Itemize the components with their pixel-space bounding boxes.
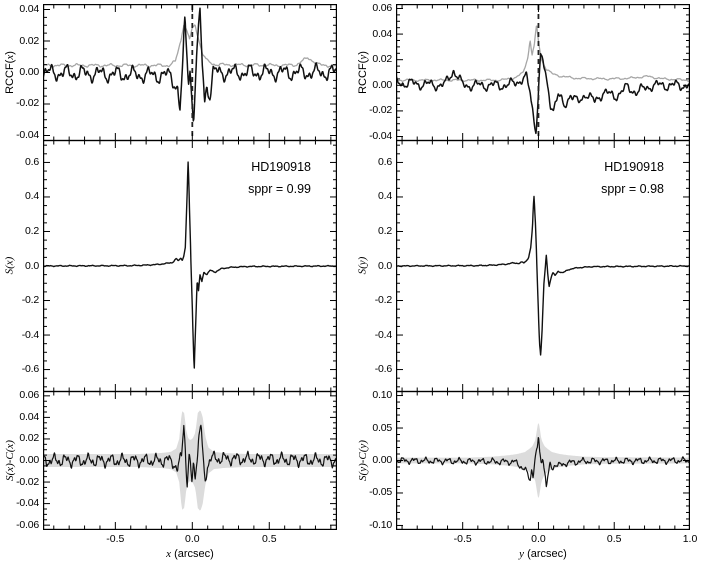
y-tick-label: -0.02 — [369, 104, 392, 117]
x-tick-label: -0.5 — [106, 533, 125, 545]
y-tick-label: 0.02 — [372, 53, 392, 66]
curve-shift-and-subtract — [396, 195, 690, 356]
y-tick-label: 0.02 — [19, 34, 39, 47]
y-axis-title-rccf-x: RCCF(x) — [3, 50, 16, 94]
y-tick-label: 0.6 — [378, 155, 392, 168]
x-tick-label: -0.5 — [453, 533, 472, 545]
y-tick-label: 0.06 — [19, 389, 39, 402]
sppr-value-label: sppr = 0.98 — [601, 182, 664, 196]
curve-reference-ccf — [43, 24, 337, 68]
curve-target-ccf — [43, 7, 337, 122]
y-tick-label: -0.06 — [16, 518, 39, 531]
star-name-label: HD190918 — [604, 160, 664, 174]
y-tick-label: 0.4 — [25, 190, 39, 203]
x-axis-title: x (arcsec) — [166, 548, 214, 560]
x-tick-label: 0.5 — [261, 533, 277, 545]
x-tick-label: 0.0 — [531, 533, 546, 545]
panel-frame — [43, 391, 337, 530]
y-tick-label: 0.10 — [372, 389, 392, 402]
y-tick-label: 0.04 — [372, 27, 392, 40]
y-axis-title-s-x: S(x) — [3, 256, 16, 275]
y-tick-label: 0.00 — [19, 454, 39, 466]
x-tick-label: 0.5 — [606, 533, 622, 545]
y-tick-label: -0.2 — [21, 294, 39, 307]
y-tick-label: 0.00 — [19, 66, 39, 78]
y-axis-title-s-y: S(y) — [356, 256, 369, 275]
curve-shift-and-subtract — [43, 161, 337, 369]
y-tick-label: -0.6 — [21, 363, 39, 376]
y-tick-label: -0.05 — [369, 486, 392, 499]
y-tick-label: -0.2 — [374, 294, 392, 307]
panel-s-y — [396, 140, 690, 392]
y-axis-title-sy-minus-cy: S(y)-C(y) — [356, 439, 369, 481]
y-tick-label: 0.2 — [25, 224, 39, 237]
curve-reference-ccf — [396, 25, 690, 83]
star-name-label: HD190918 — [251, 160, 311, 174]
y-tick-label: 0.02 — [19, 432, 39, 445]
y-tick-label: -0.02 — [16, 97, 39, 110]
y-axis-title-rccf-y: RCCF(y) — [356, 50, 369, 94]
panel-frame — [396, 391, 690, 530]
y-tick-label: -0.10 — [369, 518, 392, 531]
x-tick-label: 1.0 — [682, 533, 698, 545]
y-tick-label: 0.04 — [19, 3, 39, 15]
panel-sx-minus-cx — [43, 391, 337, 530]
y-tick-label: -0.04 — [16, 128, 39, 141]
x-tick-label: 0.0 — [184, 533, 200, 545]
y-tick-label: 0.6 — [25, 155, 39, 168]
y-tick-label: -0.02 — [16, 475, 39, 488]
curve-target-ccf — [396, 52, 690, 135]
panel-rccf-y — [396, 4, 690, 141]
y-tick-label: -0.6 — [374, 363, 392, 376]
y-tick-label: 0.06 — [372, 1, 392, 14]
y-tick-label: -0.04 — [16, 497, 39, 510]
curve-residual — [396, 437, 690, 488]
sppr-value-label: sppr = 0.99 — [248, 182, 311, 196]
y-tick-label: 0.05 — [372, 421, 392, 434]
y-tick-label: 0.04 — [19, 410, 39, 423]
panel-frame — [396, 4, 690, 141]
y-tick-label: 0.0 — [378, 259, 392, 272]
y-tick-label: -0.4 — [21, 328, 39, 341]
y-tick-label: 0.00 — [372, 454, 392, 466]
y-tick-label: 0.00 — [372, 78, 392, 91]
y-tick-label: -0.4 — [374, 328, 392, 341]
y-axis-title-sx-minus-cx: S(x)-C(x) — [3, 439, 16, 481]
x-axis-title: y (arcsec) — [519, 548, 567, 560]
panel-s-x — [43, 140, 337, 392]
y-tick-label: 0.0 — [25, 259, 39, 272]
curve-residual — [43, 424, 337, 488]
panel-rccf-x — [43, 4, 337, 141]
y-tick-label: 0.2 — [378, 224, 392, 237]
y-tick-label: 0.4 — [378, 190, 392, 203]
panel-sy-minus-cy — [396, 391, 690, 530]
y-tick-label: -0.04 — [369, 130, 392, 143]
